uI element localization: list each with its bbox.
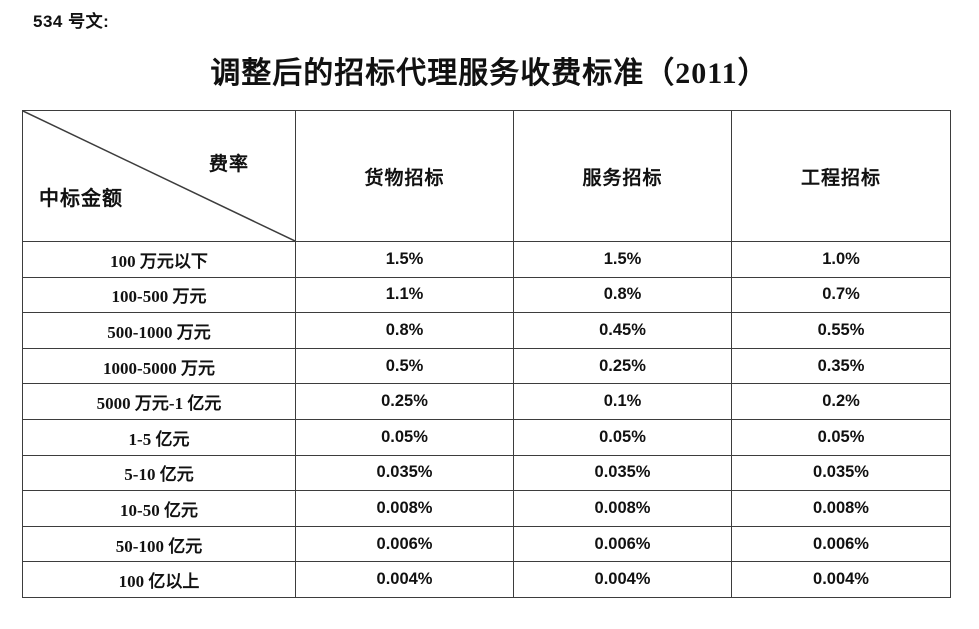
cell-value: 0.55% — [731, 312, 951, 349]
diagonal-divider-line — [23, 111, 295, 241]
cell-value: 0.5% — [295, 347, 514, 385]
cell-value: 0.35% — [731, 347, 951, 385]
column-header-engineering: 工程招标 — [731, 110, 951, 242]
table-row: 100 亿以上 0.004% 0.004% 0.004% — [22, 561, 951, 598]
cell-value: 0.25% — [513, 347, 732, 385]
row-label: 100 万元以下 — [22, 241, 296, 278]
cell-value: 0.008% — [513, 490, 732, 527]
row-label: 1-5 亿元 — [22, 418, 296, 456]
row-label: 5000 万元-1 亿元 — [22, 383, 296, 420]
cell-value: 0.008% — [731, 490, 951, 527]
cell-value: 1.5% — [295, 241, 514, 278]
table-row: 500-1000 万元 0.8% 0.45% 0.55% — [22, 312, 951, 349]
cell-value: 0.05% — [513, 418, 732, 456]
column-header-goods: 货物招标 — [295, 110, 514, 242]
table-row: 10-50 亿元 0.008% 0.008% 0.008% — [22, 490, 951, 527]
cell-value: 0.1% — [513, 383, 732, 420]
table-row: 1000-5000 万元 0.5% 0.25% 0.35% — [22, 347, 951, 385]
cell-value: 1.1% — [295, 276, 514, 314]
row-label: 10-50 亿元 — [22, 490, 296, 527]
corner-header-cell: 费率 中标金额 — [22, 110, 296, 242]
row-label: 5-10 亿元 — [22, 454, 296, 492]
row-label: 100 亿以上 — [22, 561, 296, 598]
row-label: 500-1000 万元 — [22, 312, 296, 349]
cell-value: 0.25% — [295, 383, 514, 420]
cell-value: 1.0% — [731, 241, 951, 278]
page-title: 调整后的招标代理服务收费标准（2011） — [210, 57, 769, 90]
table-row: 1-5 亿元 0.05% 0.05% 0.05% — [22, 418, 951, 456]
table-row: 100 万元以下 1.5% 1.5% 1.0% — [22, 241, 951, 278]
cell-value: 0.05% — [295, 418, 514, 456]
cell-value: 0.035% — [295, 454, 514, 492]
cell-value: 0.2% — [731, 383, 951, 420]
corner-label-amount: 中标金额 — [39, 188, 123, 210]
column-header-services: 服务招标 — [513, 110, 732, 242]
cell-value: 0.004% — [731, 561, 951, 598]
row-label: 100-500 万元 — [22, 276, 296, 314]
cell-value: 0.45% — [513, 312, 732, 349]
cell-value: 0.035% — [513, 454, 732, 492]
fee-table: 费率 中标金额 货物招标 服务招标 工程招标 100 万元以下 1.5% 1.5… — [22, 110, 951, 598]
row-label: 50-100 亿元 — [22, 525, 296, 563]
cell-value: 0.8% — [295, 312, 514, 349]
cell-value: 0.05% — [731, 418, 951, 456]
cell-value: 0.7% — [731, 276, 951, 314]
row-label: 1000-5000 万元 — [22, 347, 296, 385]
cell-value: 0.006% — [513, 525, 732, 563]
table-row: 5000 万元-1 亿元 0.25% 0.1% 0.2% — [22, 383, 951, 420]
doc-ref: 534 号文: — [33, 12, 110, 31]
corner-label-rate: 费率 — [208, 154, 249, 175]
cell-value: 0.8% — [513, 276, 732, 314]
cell-value: 0.035% — [731, 454, 951, 492]
table-row: 5-10 亿元 0.035% 0.035% 0.035% — [22, 454, 951, 492]
table-header-row: 费率 中标金额 货物招标 服务招标 工程招标 — [22, 110, 951, 242]
cell-value: 0.006% — [731, 525, 951, 563]
cell-value: 0.006% — [295, 525, 514, 563]
cell-value: 0.004% — [513, 561, 732, 598]
table-row: 50-100 亿元 0.006% 0.006% 0.006% — [22, 525, 951, 563]
table-row: 100-500 万元 1.1% 0.8% 0.7% — [22, 276, 951, 314]
cell-value: 1.5% — [513, 241, 732, 278]
cell-value: 0.008% — [295, 490, 514, 527]
cell-value: 0.004% — [295, 561, 514, 598]
